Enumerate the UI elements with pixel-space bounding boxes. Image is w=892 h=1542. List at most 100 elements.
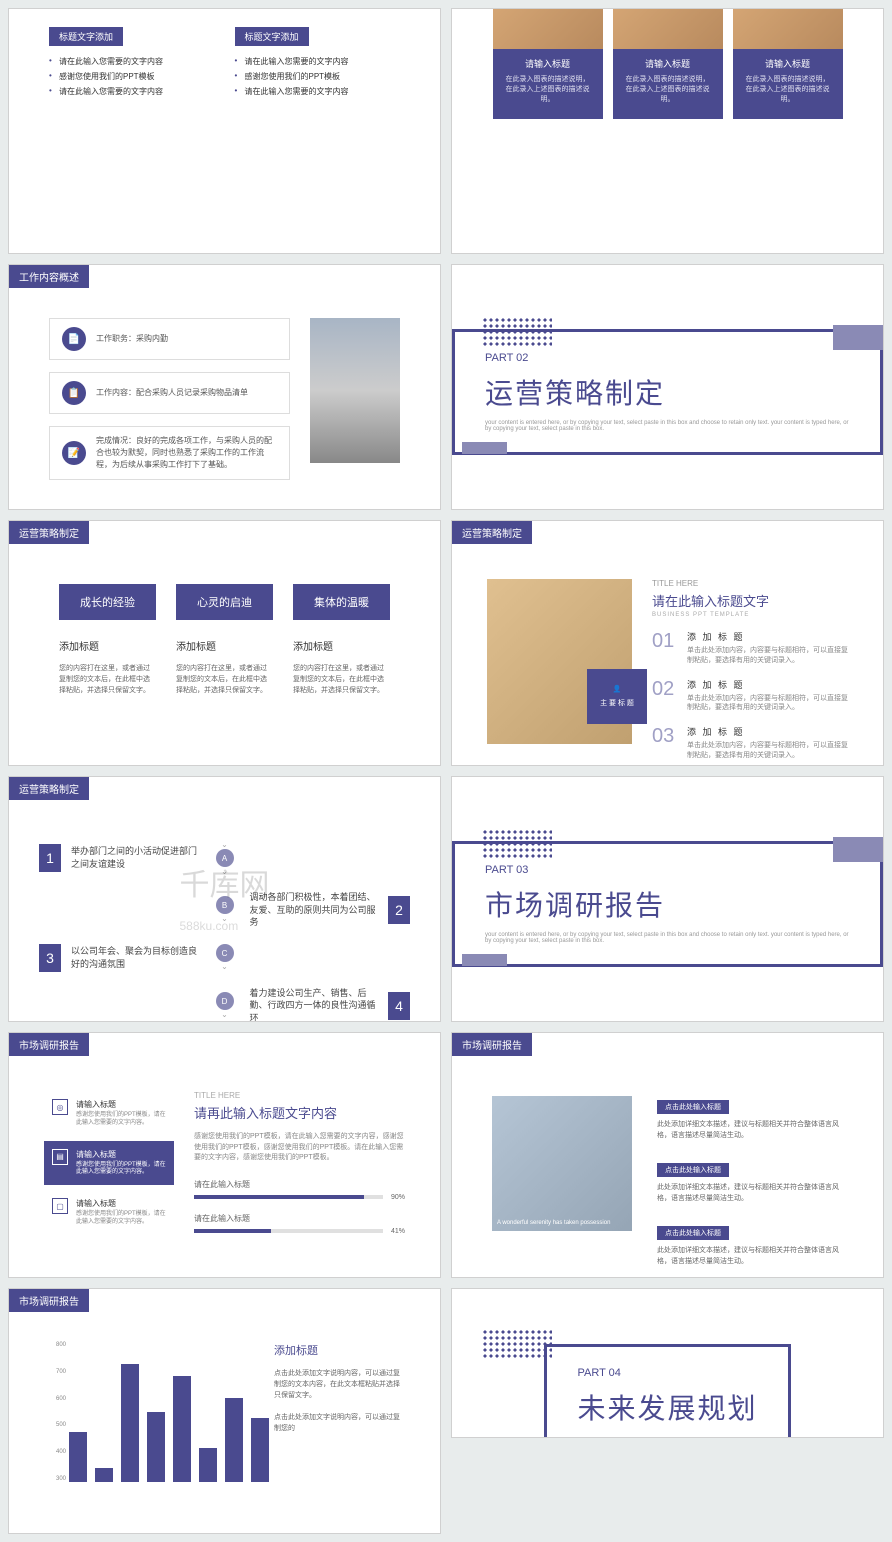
chart-desc: 点击此处添加文字说明内容，可以通过复制您的 — [274, 1412, 405, 1434]
slide-10: 市场调研报告 A wonderful serenity has taken po… — [451, 1032, 884, 1278]
nav-title: 请输入标题 — [76, 1099, 166, 1110]
step-number: 1 — [39, 844, 61, 872]
item-number: 03 — [652, 725, 677, 761]
column-head: 心灵的启迪 — [176, 584, 273, 620]
item-desc: 此处添加详细文本描述，建议与标题相关并符合整体语言风格，语言描述尽量简洁生动。 — [657, 1246, 843, 1267]
dots-decoration — [482, 1329, 552, 1359]
chart-bar — [121, 1364, 139, 1482]
card-image — [613, 9, 723, 49]
numbered-item: 01 添 加 标 题 单击此处添加内容，内容要与标题相符，可以直接复制粘贴，要选… — [652, 630, 848, 666]
list-item: 请在此输入您需要的文字内容 — [49, 54, 215, 69]
y-axis: 300 400 500 600 700 800 — [44, 1342, 66, 1482]
dots-decoration — [482, 317, 552, 347]
doc-icon: ▤ — [52, 1149, 68, 1165]
nav-item: ▢ 请输入标题 感谢您使用我们的PPT模板，请在此输入您需要的文字内容。 — [44, 1190, 174, 1235]
slide-2: 请输入标题 在此录入图表的描述说明，在此录入上述图表的描述说明。 请输入标题 在… — [451, 8, 884, 254]
list-item: 感谢您使用我们的PPT模板 — [49, 69, 215, 84]
step-letter: D — [216, 992, 234, 1010]
card-title: 请输入标题 — [613, 49, 723, 75]
step-number: 3 — [39, 944, 61, 972]
step-number: 4 — [388, 992, 410, 1020]
accent-decoration — [462, 442, 507, 454]
nav-item: ◎ 请输入标题 感谢您使用我们的PPT模板，请在此输入您需要的文字内容。 — [44, 1091, 174, 1136]
chart-bar — [199, 1448, 217, 1482]
slide-header: 市场调研报告 — [9, 1289, 89, 1312]
numbered-item: 02 添 加 标 题 单击此处添加内容，内容要与标题相符，可以直接复制粘贴，要选… — [652, 678, 848, 714]
accent-decoration — [833, 837, 883, 862]
list-item: 请在此输入您需要的文字内容 — [235, 84, 401, 99]
card-desc: 在此录入图表的描述说明，在此录入上述图表的描述说明。 — [493, 75, 603, 104]
nav-desc: 感谢您使用我们的PPT模板，请在此输入您需要的文字内容。 — [76, 1112, 166, 1128]
slide-6: 运营策略制定 👤 主 要 标 题 TITLE HERE 请在此输入标题文字 BU… — [451, 520, 884, 766]
list-item: 请在此输入您需要的文字内容 — [235, 54, 401, 69]
shield-icon: ◎ — [52, 1099, 68, 1115]
small-label: TITLE HERE — [194, 1091, 405, 1100]
slide-part-02: PART 02 运营策略制定 your content is entered h… — [451, 264, 884, 510]
part-label: PART 04 — [577, 1367, 757, 1379]
bar-chart: 300 400 500 600 700 800 — [44, 1342, 244, 1492]
bullet-item: 点击此处输入标题 此处添加详细文本描述，建议与标题相关并符合整体语言风格，语言描… — [657, 1159, 843, 1204]
numbered-item: 03 添 加 标 题 单击此处添加内容，内容要与标题相符，可以直接复制粘贴，要选… — [652, 725, 848, 761]
card-1: 请输入标题 在此录入图表的描述说明，在此录入上述图表的描述说明。 — [493, 9, 603, 119]
slide-header: 市场调研报告 — [9, 1033, 89, 1056]
nav-title: 请输入标题 — [76, 1149, 166, 1160]
column-subtitle: 添加标题 — [293, 638, 390, 653]
nav-desc: 感谢您使用我们的PPT模板，请在此输入您需要的文字内容。 — [76, 1162, 166, 1178]
column-desc: 您的内容打在这里，或者通过复制您的文本后，在此框中选择粘贴，并选择只保留文字。 — [293, 663, 390, 697]
item-text: 完成情况：良好的完成各项工作，与采购人员的配合也较为默契，同时也熟悉了采购工作的… — [96, 435, 277, 471]
card-2: 请输入标题 在此录入图表的描述说明，在此录入上述图表的描述说明。 — [613, 9, 723, 119]
meeting-image: A wonderful serenity has taken possessio… — [492, 1096, 632, 1231]
column-subtitle: 添加标题 — [59, 638, 156, 653]
slide-3: 工作内容概述 📄 工作职务：采购内勤 📋 工作内容：配合采购人员记录采购物品清单… — [8, 264, 441, 510]
work-item: 📄 工作职务：采购内勤 — [49, 318, 290, 360]
slide-header: 工作内容概述 — [9, 265, 89, 288]
progress-bar — [194, 1229, 383, 1233]
step-letter: A — [216, 849, 234, 867]
text-box-1: 标题文字添加 请在此输入您需要的文字内容 感谢您使用我们的PPT模板 请在此输入… — [49, 27, 215, 99]
step-row: 1 举办部门之间的小活动促进部门之间友谊建设 ⌄A⌄ — [39, 840, 410, 876]
box-title: 标题文字添加 — [235, 27, 309, 46]
chart-desc: 点击此处添加文字说明内容，可以通过复制您的文本内容，在此文本框粘贴并选择只保留文… — [274, 1368, 405, 1402]
chart-bar — [147, 1412, 165, 1482]
step-row: B⌄ 调动各部门积极性，本着团结、友爱、互助的原则共同为公司服务 2 — [39, 891, 410, 929]
note-icon: 📝 — [62, 441, 86, 465]
small-label: TITLE HERE — [652, 579, 848, 588]
slide-7: 运营策略制定 1 举办部门之间的小活动促进部门之间友谊建设 ⌄A⌄ B⌄ 调动各… — [8, 776, 441, 1022]
item-number: 02 — [652, 678, 677, 714]
slide-5: 运营策略制定 成长的经验 添加标题 您的内容打在这里，或者通过复制您的文本后，在… — [8, 520, 441, 766]
card-image — [733, 9, 843, 49]
bar-label: 请在此输入标题 — [194, 1213, 405, 1224]
work-item: 📝 完成情况：良好的完成各项工作，与采购人员的配合也较为默契，同时也熟悉了采购工… — [49, 426, 290, 480]
step-text: 以公司年会、聚会为目标创造良好的沟通氛围 — [71, 945, 200, 970]
part-title: 未来发展规划 — [577, 1387, 757, 1427]
text-box-2: 标题文字添加 请在此输入您需要的文字内容 感谢您使用我们的PPT模板 请在此输入… — [235, 27, 401, 99]
card-3: 请输入标题 在此录入图表的描述说明，在此录入上述图表的描述说明。 — [733, 9, 843, 119]
slide-part-04: PART 04 未来发展规划 — [451, 1288, 884, 1438]
card-title: 请输入标题 — [733, 49, 843, 75]
part-title: 运营策略制定 — [485, 372, 850, 412]
card-desc: 在此录入图表的描述说明，在此录入上述图表的描述说明。 — [733, 75, 843, 104]
item-text: 工作职务：采购内勤 — [96, 333, 168, 345]
item-text: 工作内容：配合采购人员记录采购物品清单 — [96, 387, 248, 399]
building-image — [310, 318, 400, 463]
image-caption: A wonderful serenity has taken possessio… — [492, 1215, 615, 1231]
chart-bar — [173, 1376, 191, 1482]
accent-decoration — [833, 325, 883, 350]
chart-bar — [251, 1418, 269, 1482]
badge-text: 主 要 标 题 — [600, 698, 634, 708]
chart-title: 添加标题 — [274, 1342, 405, 1358]
nav-title: 请输入标题 — [76, 1198, 166, 1209]
bullet-item: 点击此处输入标题 此处添加详细文本描述，建议与标题相关并符合整体语言风格，语言描… — [657, 1096, 843, 1141]
list-item: 感谢您使用我们的PPT模板 — [235, 69, 401, 84]
slide-header: 市场调研报告 — [452, 1033, 532, 1056]
slide-11: 市场调研报告 300 400 500 600 700 800 添加标题 点击此处… — [8, 1288, 441, 1534]
card-desc: 在此录入图表的描述说明，在此录入上述图表的描述说明。 — [613, 75, 723, 104]
item-desc: 单击此处添加内容，内容要与标题相符，可以直接复制粘贴，要选择有用的关键词录入。 — [687, 741, 848, 761]
chart-bar — [225, 1398, 243, 1482]
clipboard-icon: 📋 — [62, 381, 86, 405]
column-3: 集体的温暖 添加标题 您的内容打在这里，或者通过复制您的文本后，在此框中选择粘贴… — [293, 584, 390, 697]
section-subtitle: BUSINESS PPT TEMPLATE — [652, 612, 848, 618]
slide-header: 运营策略制定 — [9, 521, 89, 544]
box-icon: ▢ — [52, 1198, 68, 1214]
card-title: 请输入标题 — [493, 49, 603, 75]
